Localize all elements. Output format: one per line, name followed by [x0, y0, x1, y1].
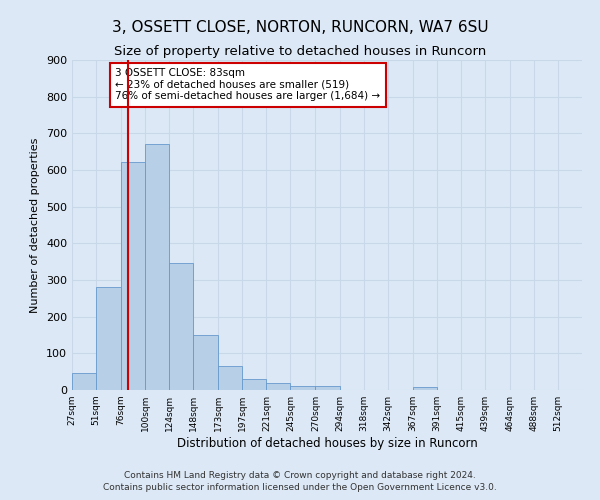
Y-axis label: Number of detached properties: Number of detached properties: [31, 138, 40, 312]
Bar: [290, 386, 316, 390]
Bar: [316, 386, 340, 390]
X-axis label: Distribution of detached houses by size in Runcorn: Distribution of detached houses by size …: [176, 437, 478, 450]
Bar: [72, 373, 96, 390]
Bar: [413, 387, 437, 390]
Bar: [218, 366, 242, 390]
Text: 3, OSSETT CLOSE, NORTON, RUNCORN, WA7 6SU: 3, OSSETT CLOSE, NORTON, RUNCORN, WA7 6S…: [112, 20, 488, 35]
Bar: [169, 263, 193, 390]
Bar: [193, 336, 218, 390]
Bar: [96, 287, 121, 390]
Bar: [121, 162, 145, 390]
Bar: [266, 384, 290, 390]
Bar: [145, 144, 169, 390]
Bar: [242, 378, 266, 390]
Text: Contains HM Land Registry data © Crown copyright and database right 2024.: Contains HM Land Registry data © Crown c…: [124, 470, 476, 480]
Text: 3 OSSETT CLOSE: 83sqm
← 23% of detached houses are smaller (519)
76% of semi-det: 3 OSSETT CLOSE: 83sqm ← 23% of detached …: [115, 68, 380, 102]
Text: Contains public sector information licensed under the Open Government Licence v3: Contains public sector information licen…: [103, 483, 497, 492]
Text: Size of property relative to detached houses in Runcorn: Size of property relative to detached ho…: [114, 45, 486, 58]
